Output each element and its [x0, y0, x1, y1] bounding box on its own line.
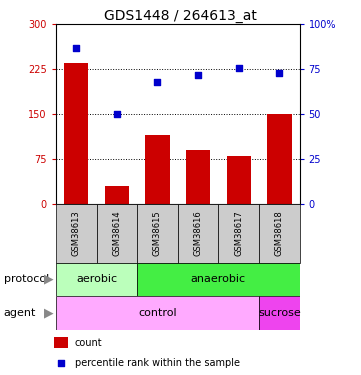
Text: GSM38613: GSM38613 — [72, 210, 81, 256]
Bar — [137, 262, 300, 296]
Text: aerobic: aerobic — [76, 274, 117, 284]
Bar — [54, 337, 68, 348]
Bar — [56, 204, 97, 262]
Text: sucrose: sucrose — [258, 308, 301, 318]
Bar — [186, 150, 210, 204]
Text: anaerobic: anaerobic — [191, 274, 246, 284]
Bar — [64, 63, 88, 204]
Bar — [218, 204, 259, 262]
Point — [277, 70, 282, 76]
Bar — [145, 135, 170, 204]
Text: GSM38618: GSM38618 — [275, 210, 284, 256]
Bar — [259, 204, 300, 262]
Bar — [97, 204, 137, 262]
Text: GSM38615: GSM38615 — [153, 211, 162, 256]
Bar — [267, 114, 292, 204]
Text: GSM38614: GSM38614 — [112, 211, 121, 256]
Point — [155, 79, 160, 85]
Bar — [105, 186, 129, 204]
Bar — [137, 204, 178, 262]
Bar — [56, 296, 259, 330]
Text: percentile rank within the sample: percentile rank within the sample — [75, 358, 240, 368]
Text: protocol: protocol — [4, 274, 49, 284]
Text: count: count — [75, 338, 102, 348]
Point — [114, 111, 120, 117]
Point — [58, 360, 64, 366]
Text: GSM38617: GSM38617 — [234, 210, 243, 256]
Text: GSM38616: GSM38616 — [193, 210, 203, 256]
Bar — [259, 296, 300, 330]
Point — [195, 72, 201, 78]
Bar — [56, 262, 137, 296]
Point — [236, 64, 242, 70]
Text: agent: agent — [4, 308, 36, 318]
Text: ▶: ▶ — [44, 273, 53, 286]
Text: GDS1448 / 264613_at: GDS1448 / 264613_at — [104, 9, 257, 23]
Text: control: control — [138, 308, 177, 318]
Bar — [227, 156, 251, 204]
Bar — [178, 204, 218, 262]
Point — [73, 45, 79, 51]
Text: ▶: ▶ — [44, 307, 53, 320]
